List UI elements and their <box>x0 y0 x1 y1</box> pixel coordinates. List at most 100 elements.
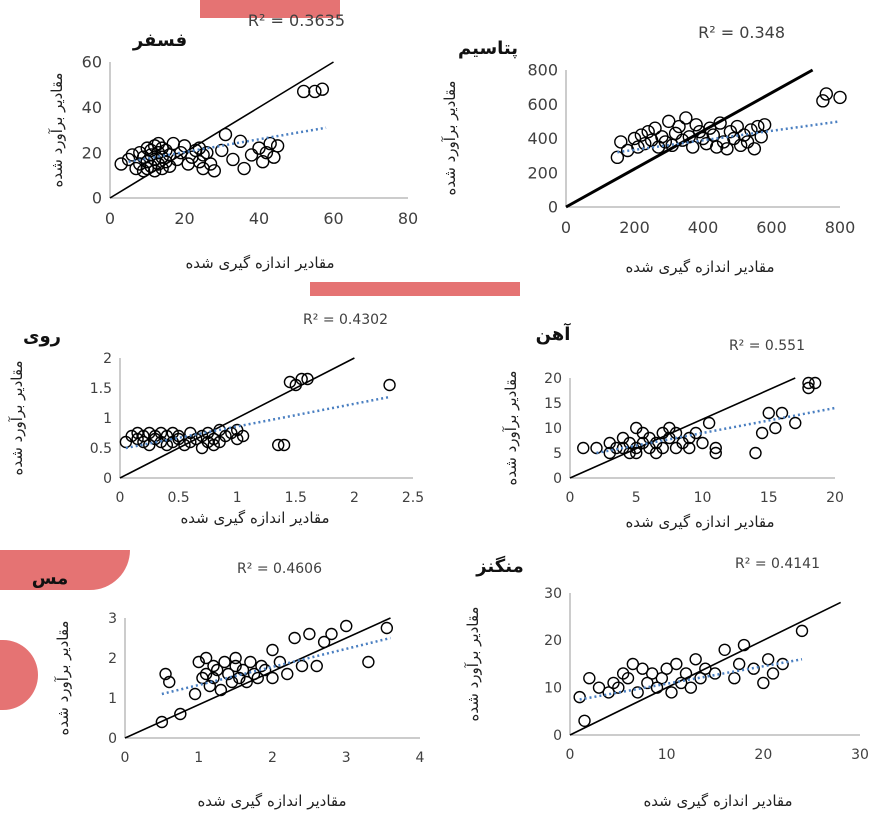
data-point <box>137 435 150 449</box>
identity-line <box>565 68 814 209</box>
x-axis-label: مقادیر اندازه گیری شده <box>185 254 334 272</box>
data-point <box>679 111 693 125</box>
data-point <box>702 416 716 430</box>
data-point <box>266 643 279 657</box>
data-point <box>340 619 353 633</box>
data-point <box>233 134 248 149</box>
data-point <box>140 141 154 155</box>
data-point <box>675 133 690 147</box>
chart-6: 0 10 20 30 0 10 20 30 منگنز R² = 0.4141 مقادیر اند… <box>464 555 869 810</box>
data-point <box>214 683 228 697</box>
y-tick-label: 0 <box>548 198 558 217</box>
data-point <box>592 681 606 694</box>
x-tick-label: 0 <box>566 747 575 763</box>
data-point <box>317 635 331 649</box>
y-tick-label: 20 <box>82 143 102 162</box>
data-point <box>177 139 192 153</box>
x-tick-label: 10 <box>694 490 712 506</box>
x-tick-label: 3 <box>342 750 351 766</box>
data-point <box>641 124 655 139</box>
data-point <box>131 432 144 446</box>
data-point <box>229 651 242 665</box>
data-point <box>630 446 643 460</box>
y-tick-label: 1 <box>108 691 117 707</box>
data-point <box>713 116 727 130</box>
data-point <box>747 142 762 156</box>
data-point <box>288 631 301 645</box>
data-point <box>655 672 669 685</box>
data-point <box>740 135 755 149</box>
chart-title: روی <box>23 326 61 347</box>
data-point <box>154 426 168 440</box>
x-tick-label: 20 <box>826 490 844 506</box>
x-tick-label: 5 <box>632 490 641 506</box>
chart-title: آهن <box>536 322 572 345</box>
y-tick-label: 20 <box>544 371 562 387</box>
y-tick-label: 2 <box>103 351 112 367</box>
data-point <box>230 432 244 446</box>
data-point <box>730 119 744 134</box>
y-tick-label: 5 <box>553 446 562 462</box>
y-tick-label: 0 <box>553 728 562 744</box>
data-point <box>315 82 330 96</box>
data-point <box>710 140 724 154</box>
data-point <box>303 627 316 641</box>
data-point <box>762 406 775 420</box>
x-tick-label: 1.5 <box>285 490 307 506</box>
x-tick-label: 0 <box>105 209 115 228</box>
data-point <box>114 157 128 171</box>
data-point <box>201 435 215 449</box>
data-point <box>210 663 224 677</box>
y-tick-label: 0 <box>92 189 102 208</box>
watermark-shape-top <box>200 0 340 18</box>
data-point <box>689 653 702 666</box>
x-axis-label: مقادیر اندازه گیری شده <box>197 792 346 810</box>
data-point <box>757 676 770 690</box>
data-point <box>819 87 833 101</box>
y-tick-label: 0.5 <box>90 441 112 457</box>
data-point <box>259 145 274 160</box>
y-tick-label: 30 <box>544 586 562 602</box>
x-axis-label: مقادیر اندازه گیری شده <box>643 792 792 810</box>
data-point <box>775 406 789 420</box>
data-point <box>163 675 176 689</box>
y-tick-label: 600 <box>527 95 558 114</box>
x-tick-label: 400 <box>688 218 719 237</box>
y-axis-label: مقادیر برآورد شده <box>48 73 66 188</box>
r2-label: R² = 0.4606 <box>237 561 322 577</box>
data-point <box>251 671 264 685</box>
data-point <box>119 435 133 449</box>
data-point <box>273 655 287 669</box>
data-point <box>660 662 673 675</box>
chart-4: 0 5 10 15 20 0 5 10 15 20 آهن R² = 0.551 مقادیر اندا… <box>502 322 844 531</box>
y-tick-label: 60 <box>82 53 102 72</box>
data-point <box>295 659 309 673</box>
data-point <box>277 438 291 452</box>
data-point <box>816 94 830 108</box>
data-point <box>699 662 712 675</box>
data-point <box>672 119 686 134</box>
data-point <box>181 157 195 171</box>
chart-2: 0 200 400 600 800 0 200 400 600 800 پتاسیم R² = 0.3… <box>441 23 855 276</box>
y-tick-label: 400 <box>527 129 558 148</box>
data-point <box>174 145 188 160</box>
y-tick-label: 20 <box>544 633 562 649</box>
x-tick-label: 30 <box>851 747 869 763</box>
data-point <box>281 667 294 681</box>
data-point <box>648 121 662 135</box>
data-point <box>256 155 270 169</box>
data-point <box>728 672 741 685</box>
chart-5: 0 1 2 3 4 0 1 2 3 مس R² = 0.4606 مقادیر اندازه گیری… <box>32 561 425 810</box>
data-point <box>301 372 314 386</box>
data-point <box>626 657 640 671</box>
data-point <box>631 140 645 154</box>
y-tick-label: 2 <box>108 651 117 667</box>
data-point <box>614 135 628 149</box>
identity-line <box>119 357 355 479</box>
trend-line <box>161 636 391 696</box>
y-tick-label: 15 <box>544 396 562 412</box>
data-point <box>638 136 652 151</box>
data-point <box>295 372 308 386</box>
data-point <box>222 667 235 681</box>
data-point <box>199 667 213 681</box>
